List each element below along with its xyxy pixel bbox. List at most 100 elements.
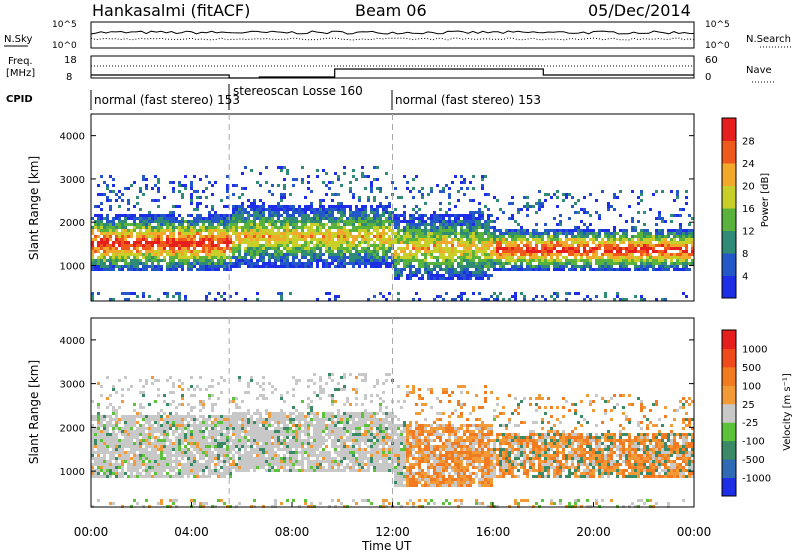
heat-cell-1070 <box>253 241 256 244</box>
heat-cell-3622 <box>679 223 682 226</box>
heat-cell-204 <box>118 466 121 469</box>
heat-cell-2570 <box>472 199 475 202</box>
heat-cell-404 <box>154 184 157 187</box>
heat-cell-374 <box>145 415 148 418</box>
heat-cell-2264 <box>430 229 433 232</box>
colorbar-tick-3: 16 <box>742 204 755 215</box>
heat-cell-599 <box>181 268 184 271</box>
heat-cell-742 <box>205 235 208 238</box>
heat-cell-383 <box>151 187 154 190</box>
heat-cell-306 <box>133 475 136 478</box>
heat-cell-1 <box>91 226 94 229</box>
heat-cell-1155 <box>265 250 268 253</box>
heat-cell-1213 <box>265 397 268 400</box>
heat-cell-1858 <box>370 190 373 193</box>
heat-cell-3005 <box>547 262 550 265</box>
heat-cell-831 <box>217 253 220 256</box>
heat-cell-199 <box>121 238 124 241</box>
heat-cell-1680 <box>343 208 346 211</box>
heat-cell-75 <box>100 448 103 451</box>
heat-cell-1986 <box>388 223 391 226</box>
heat-cell-3298 <box>610 241 613 244</box>
heat-cell-571 <box>172 400 175 403</box>
heat-cell-3456 <box>643 235 646 238</box>
heat-cell-249 <box>127 421 130 424</box>
heat-cell-3012 <box>550 241 553 244</box>
heat-cell-1111 <box>259 229 262 232</box>
heat-cell-1146 <box>265 217 268 220</box>
heat-cell-1192 <box>262 388 265 391</box>
heat-cell-3417 <box>634 268 637 271</box>
heat-cell-1248 <box>280 214 283 217</box>
heat-cell-2532 <box>466 247 469 250</box>
heat-cell-1803 <box>361 229 364 232</box>
heat-cell-390 <box>145 472 148 475</box>
heat-cell-496 <box>169 211 172 214</box>
heat-cell-785 <box>202 400 205 403</box>
heat-cell-394 <box>148 415 151 418</box>
heat-cell-516 <box>163 451 166 454</box>
heat-cell-209 <box>121 400 124 403</box>
heat-cell-3080 <box>562 268 565 271</box>
heat-cell-1603 <box>331 241 334 244</box>
heat-cell-3565 <box>664 298 667 301</box>
heat-cell-1144 <box>253 460 256 463</box>
heat-cell-2093 <box>403 268 406 271</box>
heat-cell-1703 <box>346 232 349 235</box>
heat-cell-1115 <box>259 244 262 247</box>
heat-cell-1134 <box>253 424 256 427</box>
heat-cell-2857 <box>520 208 523 211</box>
heat-cell-237 <box>127 223 130 226</box>
heat-cell-826 <box>217 238 220 241</box>
heat-cell-728 <box>193 439 196 442</box>
heat-cell-599 <box>175 445 178 448</box>
heat-cell-842 <box>220 223 223 226</box>
heat-cell-3015 <box>550 250 553 253</box>
heat-cell-1078 <box>244 430 247 433</box>
heat-cell-118 <box>106 460 109 463</box>
heat-cell-924 <box>232 223 235 226</box>
colorbar-swatch-5 <box>722 163 736 186</box>
heat-cell-428 <box>157 217 160 220</box>
heat-cell-914 <box>220 418 223 421</box>
heat-cell-1877 <box>373 196 376 199</box>
heat-cell-1558 <box>325 241 328 244</box>
heat-cell-2846 <box>517 229 520 232</box>
heat-cell-755 <box>196 463 199 466</box>
heat-cell-2569 <box>472 187 475 190</box>
heat-cell-798 <box>211 265 214 268</box>
heat-cell-83 <box>103 247 106 250</box>
heat-cell-1222 <box>277 208 280 211</box>
heat-cell-1471 <box>313 211 316 214</box>
heat-cell-3224 <box>592 268 595 271</box>
heat-cell-3323 <box>613 268 616 271</box>
heat-cell-457 <box>157 388 160 391</box>
heat-cell-340 <box>142 268 145 271</box>
heat-cell-77 <box>103 229 106 232</box>
heat-cell-400 <box>151 262 154 265</box>
heat-cell-157 <box>115 223 118 226</box>
heat-cell-691 <box>196 244 199 247</box>
heat-cell-444 <box>157 265 160 268</box>
heat-cell-0 <box>91 217 94 220</box>
heat-cell-1012 <box>244 259 247 262</box>
heat-cell-1863 <box>370 220 373 223</box>
heat-cell-681 <box>196 202 199 205</box>
heat-cell-2476 <box>460 223 463 226</box>
heat-cell-102 <box>106 235 109 238</box>
heat-cell-265 <box>130 268 133 271</box>
heat-cell-2954 <box>538 238 541 241</box>
heat-cell-2 <box>91 229 94 232</box>
heat-cell-706 <box>190 445 193 448</box>
heat-cell-3 <box>91 232 94 235</box>
heat-cell-3094 <box>565 265 568 268</box>
heat-cell-2755 <box>499 232 502 235</box>
heat-cell-1597 <box>331 220 334 223</box>
heat-cell-876 <box>214 430 217 433</box>
heat-cell-588 <box>175 406 178 409</box>
heat-cell-997 <box>244 208 247 211</box>
heat-cell-3166 <box>580 259 583 262</box>
heat-cell-2017 <box>394 187 397 190</box>
heat-cell-102 <box>103 475 106 478</box>
heat-cell-613 <box>178 403 181 406</box>
